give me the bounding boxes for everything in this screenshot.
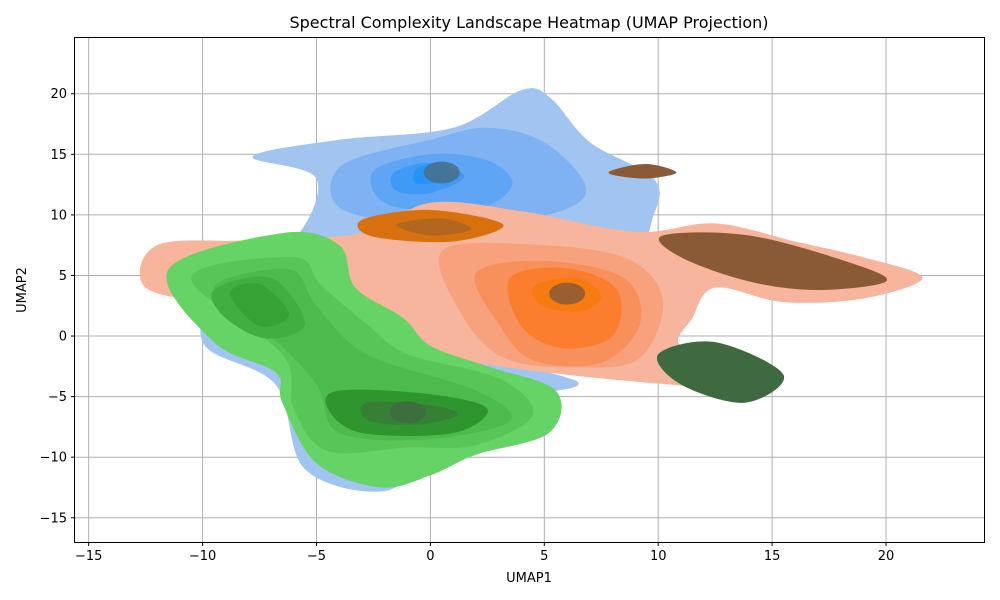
x-tick-label: −15 — [75, 549, 102, 564]
y-tick-label: 15 — [50, 148, 67, 163]
y-axis-title: UMAP2 — [15, 267, 30, 313]
axis-ticks: −15 −10 −5 0 5 10 15 20 −15 −10 −5 0 5 10 15 20 — [40, 87, 895, 564]
y-tick-label: 10 — [50, 208, 67, 223]
y-tick-label: 5 — [59, 269, 67, 284]
green-contour-level — [701, 364, 755, 380]
y-tick-label: −5 — [48, 390, 67, 405]
plot-frame — [74, 37, 985, 543]
chart-title: Spectral Complexity Landscape Heatmap (U… — [289, 13, 768, 32]
green-density-series — [166, 231, 785, 488]
orange-contour-level — [396, 218, 472, 236]
orange-density-peak — [549, 282, 586, 305]
y-tick-label: 20 — [50, 87, 67, 102]
orange-contour-level — [759, 264, 823, 279]
x-tick-label: −10 — [189, 549, 216, 564]
blue-density-peak — [423, 161, 460, 184]
x-tick-label: 10 — [650, 549, 667, 564]
x-axis-title: UMAP1 — [506, 571, 552, 586]
x-tick-label: 5 — [540, 549, 548, 564]
orange-contour-level — [608, 163, 677, 179]
y-tick-label: −10 — [40, 451, 67, 466]
x-tick-label: −5 — [307, 549, 326, 564]
x-tick-label: 20 — [878, 549, 895, 564]
x-tick-label: 0 — [426, 549, 434, 564]
density-contours — [139, 88, 923, 492]
y-tick-label: −15 — [40, 511, 67, 526]
y-tick-label: 0 — [59, 330, 67, 345]
green-density-peak — [389, 401, 426, 424]
green-contour-level — [229, 282, 290, 328]
x-tick-label: 15 — [764, 549, 781, 564]
